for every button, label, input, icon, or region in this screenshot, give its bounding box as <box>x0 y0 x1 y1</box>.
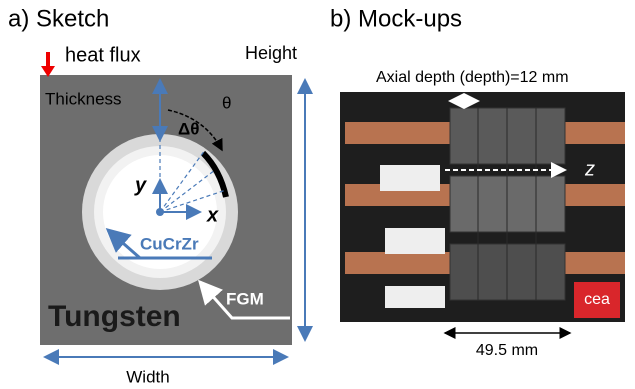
theta-label: θ <box>222 93 231 112</box>
delta-theta-label: Δθ <box>178 119 199 138</box>
origin <box>156 208 164 216</box>
length-label: 49.5 mm <box>476 342 538 359</box>
x-label: x <box>206 204 219 226</box>
panel-title: b) Mock-ups <box>330 5 462 32</box>
fgm-label: FGM <box>226 289 264 308</box>
tungsten-label: Tungsten <box>48 300 181 333</box>
cucrzr-label: CuCrZr <box>140 234 199 253</box>
panel-title: a) Sketch <box>8 5 109 32</box>
width-label: Width <box>126 367 169 386</box>
axial-depth-label: Axial depth (depth)=12 mm <box>376 69 569 86</box>
heat-flux-label: heat flux <box>65 44 141 66</box>
figure: a) Sketch heat flux Height Width Thickne… <box>0 0 635 389</box>
height-label: Height <box>245 43 297 63</box>
y-label: y <box>134 174 147 196</box>
thickness-label: Thickness <box>45 89 122 108</box>
z-label: z <box>584 158 595 180</box>
logo: cea <box>584 291 610 308</box>
